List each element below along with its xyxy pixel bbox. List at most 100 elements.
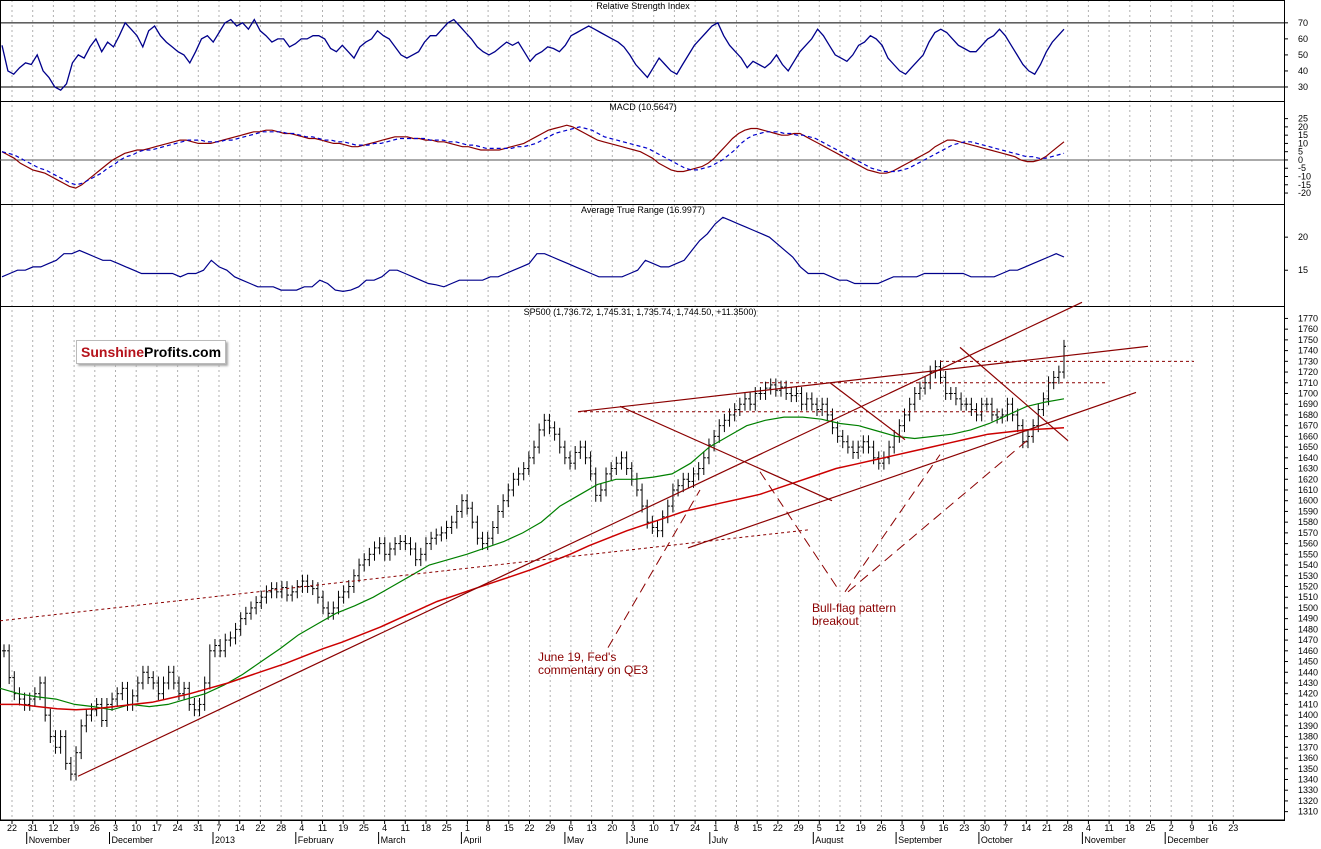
x-tick-label: 29	[794, 823, 804, 833]
x-tick-label: 14	[1021, 823, 1031, 833]
series-line-signal	[1, 126, 1065, 186]
x-tick-label: 20	[607, 823, 617, 833]
y-tick-label: 15	[1298, 265, 1308, 275]
logo-part1: Sunshine	[81, 344, 145, 360]
y-tick-label: 1770	[1298, 313, 1318, 323]
x-tick-label: 16	[1208, 823, 1218, 833]
month-label: December	[1167, 835, 1209, 844]
x-tick-label: 26	[90, 823, 100, 833]
y-tick-label: 25	[1298, 114, 1308, 124]
x-tick-label: 31	[193, 823, 203, 833]
x-tick-label: 13	[587, 823, 597, 833]
x-tick-label: 2	[1169, 823, 1174, 833]
y-tick-label: 30	[1298, 82, 1308, 92]
y-tick-label: 1390	[1298, 721, 1318, 731]
panel-title: Average True Range (16.9977)	[581, 205, 705, 215]
x-tick-label: 22	[255, 823, 265, 833]
y-tick-label: -20	[1298, 188, 1311, 198]
y-tick-label: 1560	[1298, 539, 1318, 549]
x-tick-label: 25	[359, 823, 369, 833]
x-tick-label: 9	[1189, 823, 1194, 833]
y-tick-label: 1400	[1298, 710, 1318, 720]
y-tick-label: 1610	[1298, 485, 1318, 495]
y-tick-label: 1640	[1298, 453, 1318, 463]
y-tick-label: 15	[1298, 130, 1308, 140]
x-tick-label: 12	[835, 823, 845, 833]
y-tick-label: 1590	[1298, 506, 1318, 516]
y-tick-label: 10	[1298, 138, 1308, 148]
y-tick-label: 0	[1298, 155, 1303, 165]
x-tick-label: 4	[1086, 823, 1091, 833]
y-tick-label: 1440	[1298, 667, 1318, 677]
trendline-long-rising	[77, 301, 1083, 777]
sunshine-profits-logo: Sunshine Profits.com	[76, 340, 226, 364]
x-tick-label: 23	[959, 823, 969, 833]
y-tick-label: 1480	[1298, 624, 1318, 634]
y-tick-label: 1510	[1298, 592, 1318, 602]
y-tick-label: -10	[1298, 172, 1311, 182]
y-tick-label: 1600	[1298, 496, 1318, 506]
x-tick-label: 10	[131, 823, 141, 833]
x-tick-label: 26	[876, 823, 886, 833]
y-tick-label: 1490	[1298, 614, 1318, 624]
x-tick-label: 7	[1003, 823, 1008, 833]
annotation-text: commentary on QE3	[538, 663, 648, 677]
x-tick-label: 25	[442, 823, 452, 833]
x-tick-label: 11	[318, 823, 327, 833]
y-tick-label: 1380	[1298, 732, 1318, 742]
y-tick-label: 1750	[1298, 335, 1318, 345]
x-tick-label: 19	[69, 823, 79, 833]
y-tick-label: 1580	[1298, 517, 1318, 527]
x-tick-label: 11	[1104, 823, 1113, 833]
trendline-rising-support	[687, 391, 1137, 549]
pointer-breakout-3	[847, 435, 1033, 593]
y-tick-label: 1540	[1298, 560, 1318, 570]
y-tick-label: 1320	[1298, 796, 1318, 806]
y-tick-label: 1630	[1298, 464, 1318, 474]
y-tick-label: 20	[1298, 232, 1308, 242]
y-tick-label: -5	[1298, 163, 1306, 173]
y-tick-label: 1740	[1298, 346, 1318, 356]
x-tick-label: 1	[713, 823, 718, 833]
y-tick-label: 1570	[1298, 528, 1318, 538]
x-tick-label: 3	[630, 823, 635, 833]
x-tick-label: 18	[1125, 823, 1135, 833]
x-tick-label: 11	[401, 823, 410, 833]
panel-title: SP500 (1,736.72, 1,745.31, 1,735.74, 1,7…	[524, 307, 757, 317]
y-tick-label: 1700	[1298, 388, 1318, 398]
y-tick-label: 50	[1298, 50, 1308, 60]
x-tick-label: 1	[465, 823, 470, 833]
month-label: 2013	[215, 835, 235, 844]
x-tick-label: 7	[216, 823, 221, 833]
x-tick-label: 24	[173, 823, 183, 833]
x-tick-label: 17	[669, 823, 679, 833]
y-tick-label: 1500	[1298, 603, 1318, 613]
y-tick-label: 1520	[1298, 581, 1318, 591]
y-tick-label: 40	[1298, 66, 1308, 76]
x-tick-label: 30	[980, 823, 990, 833]
y-tick-label: 1760	[1298, 324, 1318, 334]
price-bars	[2, 339, 1066, 781]
month-label: August	[815, 835, 844, 844]
x-tick-label: 25	[1145, 823, 1155, 833]
month-label: September	[898, 835, 942, 844]
x-tick-label: 21	[1042, 823, 1052, 833]
x-tick-label: 4	[299, 823, 304, 833]
month-label: February	[298, 835, 335, 844]
y-tick-label: 1310	[1298, 807, 1318, 817]
x-tick-label: 22	[7, 823, 17, 833]
x-tick-label: 15	[504, 823, 514, 833]
panel-title: MACD (10.5647)	[609, 102, 677, 112]
y-tick-label: -15	[1298, 180, 1311, 190]
x-tick-label: 28	[276, 823, 286, 833]
series-line-rsi	[1, 18, 1065, 92]
y-tick-label: 5	[1298, 147, 1303, 157]
month-label: November	[1084, 835, 1126, 844]
x-tick-label: 3	[900, 823, 905, 833]
x-tick-label: 19	[856, 823, 866, 833]
series-line-macd	[1, 124, 1065, 189]
pointer-breakout-2	[844, 454, 941, 593]
y-tick-label: 1650	[1298, 442, 1318, 452]
y-tick-label: 1690	[1298, 399, 1318, 409]
